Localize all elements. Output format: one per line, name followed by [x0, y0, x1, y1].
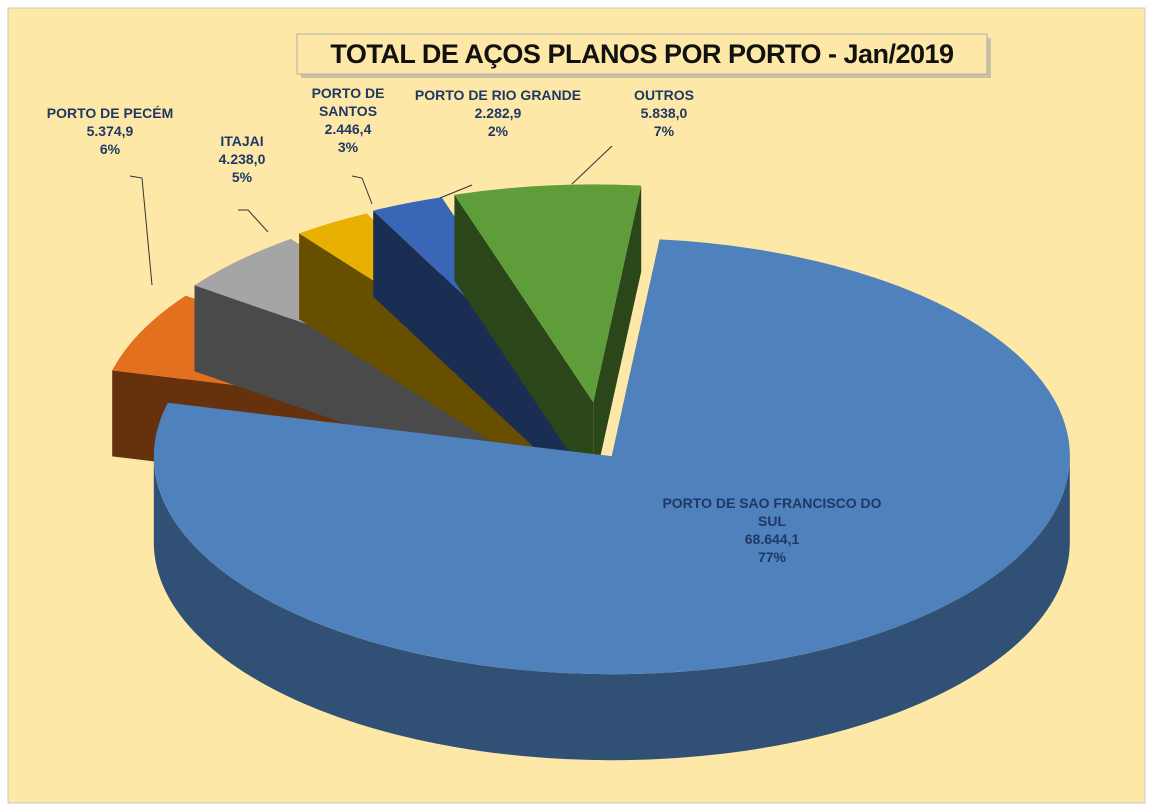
data-label: PORTO DE SANTOS 2.446,4 3% — [308, 84, 388, 156]
label-percent: 3% — [337, 139, 359, 155]
leader-line — [238, 209, 269, 233]
label-value: 68.644,1 — [744, 531, 800, 547]
slice — [454, 184, 642, 403]
label-category: PORTO DE PECÉM — [46, 105, 174, 121]
pie — [112, 184, 1070, 761]
label-percent: 5% — [231, 169, 253, 185]
slice-side — [593, 185, 642, 489]
leader-line — [129, 175, 153, 286]
label-percent: 6% — [99, 141, 121, 157]
label-category: OUTROS — [634, 87, 694, 103]
leader-line — [439, 184, 473, 199]
title-box — [296, 33, 988, 75]
leader-line — [351, 175, 373, 205]
slice-wall — [153, 456, 1070, 761]
label-percent: 7% — [653, 123, 675, 139]
chart-title: TOTAL DE AÇOS PLANOS POR PORTO - Jan/201… — [330, 39, 954, 69]
data-label: OUTROS 5.838,0 7% — [634, 86, 694, 140]
label-category: PORTO DE RIO GRANDE — [414, 87, 582, 103]
data-label: PORTO DE SAO FRANCISCO DO SUL 68.644,1 77% — [647, 494, 897, 566]
slice-side — [373, 210, 581, 491]
label-value: 2.282,9 — [474, 105, 522, 121]
leader-line — [571, 145, 613, 185]
data-label: ITAJAI 4.238,0 5% — [219, 132, 266, 186]
label-category: PORTO DE SANTOS — [311, 85, 385, 119]
data-label: PORTO DE RIO GRANDE 2.282,9 2% — [415, 86, 581, 140]
data-label: PORTO DE PECÉM 5.374,9 6% — [47, 104, 174, 158]
label-category: PORTO DE SAO FRANCISCO DO SUL — [662, 495, 882, 529]
label-percent: 2% — [487, 123, 509, 139]
label-value: 4.238,0 — [218, 151, 266, 167]
label-value: 2.446,4 — [324, 121, 372, 137]
label-value: 5.838,0 — [640, 105, 688, 121]
label-category: ITAJAI — [220, 133, 264, 149]
slice-side — [454, 194, 594, 489]
label-value: 5.374,9 — [86, 123, 134, 139]
slice — [153, 239, 1070, 675]
label-percent: 77% — [757, 549, 787, 565]
leader-lines — [129, 145, 613, 286]
